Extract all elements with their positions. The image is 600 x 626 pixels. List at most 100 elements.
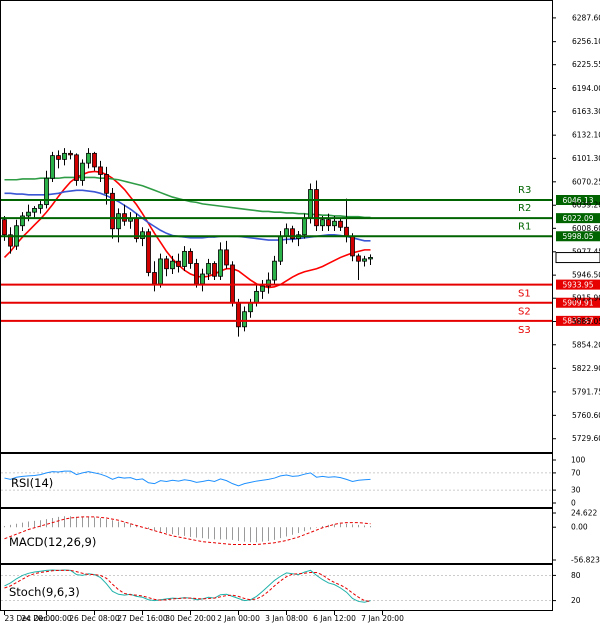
candle-body [2, 219, 7, 236]
candle-44 [266, 272, 271, 294]
level-name: R3 [518, 185, 531, 196]
candle-18 [110, 188, 115, 239]
rsi-tick-label-3: 0 [571, 499, 576, 508]
candle-40 [242, 306, 247, 332]
candle-body [8, 234, 13, 247]
candle-15 [92, 151, 97, 171]
candle-body [32, 207, 37, 213]
candle-body [338, 220, 343, 228]
candle-body [320, 219, 325, 227]
candle-body [332, 220, 337, 227]
stoch-indicator: 80 20 [1, 569, 581, 605]
candle-17 [104, 166, 109, 205]
level-s2: S2 5909.91 [1, 297, 600, 318]
price-tick-label-4: 6163.30 [572, 107, 600, 116]
candle-body [242, 311, 247, 328]
current-price-badge [555, 252, 600, 264]
level-badge-text: 5885.87 [562, 317, 593, 326]
candle-body [314, 189, 319, 227]
candle-body [326, 219, 331, 227]
price-tick-label-9: 6008.60 [572, 224, 600, 233]
price-tick-label-11: 5946.50 [572, 271, 600, 280]
level-name: R1 [518, 221, 531, 232]
candle-36 [218, 242, 223, 281]
candle-body [350, 235, 355, 257]
candle-body [302, 217, 307, 236]
time-tick-label-3: 27 Dec 16:00 [117, 614, 168, 623]
level-badge-text: 5933.95 [562, 280, 593, 289]
candle-28 [170, 255, 175, 275]
candle-body [368, 257, 373, 260]
candle-26 [158, 253, 163, 288]
time-tick-label-5: 2 Jan 00:00 [217, 614, 260, 623]
macd-tick-label-0: 24.622 [571, 509, 597, 518]
candle-body [44, 177, 49, 206]
level-r2: R2 6022.09 [1, 203, 600, 224]
level-r1: R1 5998.05 [1, 221, 600, 242]
candle-1 [8, 227, 13, 254]
candle-59 [356, 253, 361, 281]
candle-56 [338, 218, 343, 232]
rsi-line [4, 470, 371, 487]
candle-31 [188, 248, 193, 269]
level-name: R2 [518, 203, 531, 214]
stoch-tick-label-0: 80 [571, 571, 581, 580]
candle-43 [260, 280, 265, 299]
time-tick-label-8: 7 Jan 20:00 [361, 614, 404, 623]
price-tick-label-8: 6039.20 [572, 201, 600, 210]
candle-body [248, 302, 253, 313]
rsi-tick-label-2: 30 [571, 486, 581, 495]
time-tick-label-0: 23 Dec 20:00 [5, 614, 56, 623]
candle-27 [164, 255, 169, 277]
candle-body [152, 272, 157, 285]
macd-tick-label-1: 0.00 [571, 523, 588, 532]
candle-body [158, 258, 163, 285]
time-tick-label-7: 6 Jan 12:00 [313, 614, 356, 623]
stoch-panel [0, 564, 553, 611]
level-badge-text: 6022.09 [562, 214, 593, 223]
candle-6 [38, 200, 43, 214]
candle-11 [68, 150, 73, 160]
stoch-k-line [4, 569, 371, 603]
candle-body [224, 249, 229, 266]
rsi-indicator: 100 70 30 0 [1, 456, 586, 508]
candle-body [236, 302, 241, 328]
candle-48 [290, 225, 295, 243]
price-tick-label-0: 6287.60 [572, 13, 600, 22]
candle-body [266, 279, 271, 287]
level-name: S1 [518, 289, 531, 300]
candle-body [344, 226, 349, 237]
candle-body [218, 249, 223, 277]
candle-body [140, 231, 145, 239]
ma-line-0 [3, 170, 371, 289]
candle-body [110, 192, 115, 230]
current-price-marker: 5969.82 [555, 252, 600, 264]
price-tick-label-3: 6194.00 [572, 84, 600, 93]
rsi-tick-label-1: 70 [571, 468, 581, 477]
rsi-tick-label-0: 100 [571, 456, 586, 465]
candle-60 [362, 255, 367, 267]
price-tick-label-13: 5885.05 [572, 317, 600, 326]
candle-body [254, 290, 259, 304]
price-tick-label-16: 5791.75 [572, 387, 600, 396]
candle-29 [176, 253, 181, 273]
candle-body [356, 255, 361, 262]
candle-5 [32, 206, 37, 219]
time-tick-label-4: 30 Dec 20:00 [165, 614, 216, 623]
candle-body [116, 213, 121, 230]
time-tick-label-2: 26 Dec 08:00 [69, 614, 120, 623]
macd-panel [0, 508, 553, 564]
candle-body [80, 162, 85, 181]
main-panel [0, 0, 553, 453]
candle-body [86, 152, 91, 164]
candle-body [362, 258, 367, 262]
candle-37 [224, 240, 229, 269]
price-tick-label-10: 5977.45 [572, 247, 600, 256]
price-tick-label-17: 5760.60 [572, 411, 600, 420]
macd-tick-label-2: -56.823 [571, 556, 600, 565]
level-badge-text: 5909.91 [562, 299, 593, 308]
level-badge [556, 213, 600, 224]
macd-indicator: 24.622 0.00 -56.823 [4, 509, 600, 565]
candle-13 [80, 159, 85, 186]
